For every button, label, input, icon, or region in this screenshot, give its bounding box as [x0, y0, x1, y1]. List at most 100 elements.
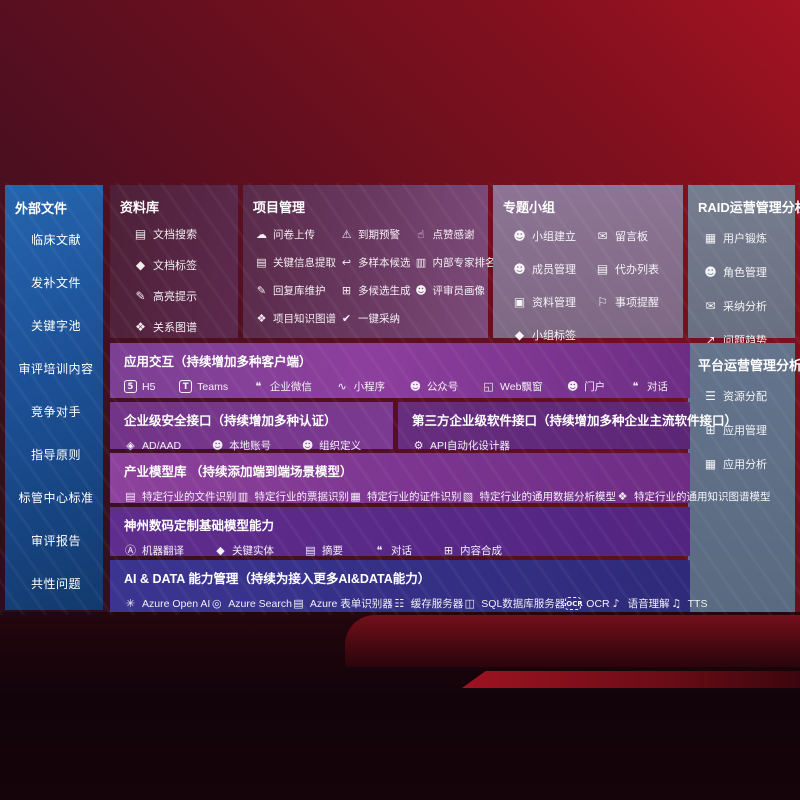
feature-item: ☰ 资源分配 — [705, 388, 767, 403]
app-manage-icon: ⊞ — [705, 422, 716, 437]
feature-item: ♪ 语音理解 — [610, 596, 670, 611]
expert-ranking-icon: ▥ — [415, 256, 427, 269]
feature-item: ☻ 评审员画像 — [415, 284, 485, 297]
project-title: 项目管理 — [253, 200, 306, 215]
feature-item: ◆ 关键实体 — [214, 543, 274, 558]
raid-title: RAID运营管理分析 — [698, 200, 800, 215]
info-extract-icon: ▤ — [256, 256, 267, 269]
trend-chart-icon: ↗ — [705, 332, 716, 347]
platform-list: ☰ 资源分配 ⊞ 应用管理 ▦ 应用分析 — [698, 388, 787, 472]
feature-item: ❝ 对话 — [373, 543, 412, 558]
resource-allocate-icon: ☰ — [705, 388, 716, 403]
reply-maintain-icon: ✎ — [256, 284, 267, 297]
feature-item: ▤ 摘要 — [305, 544, 343, 557]
feature-item: ⊞ 内容合成 — [443, 544, 502, 557]
feature-item: ▤ 特定行业的文件识别 — [125, 490, 237, 503]
feature-item: ❖ 特定行业的通用知识图谱模型 — [617, 490, 771, 503]
feature-item: ✎ 高亮提示 — [135, 288, 197, 303]
thirdparty-title: 第三方企业级软件接口（持续增加多种企业主流软件接口） — [412, 414, 738, 428]
feature-item: OCR OCR — [565, 597, 610, 610]
external-files-title: 外部文件 — [15, 201, 68, 216]
sidebar-item: 审评报告 — [30, 534, 81, 548]
bell-icon: ⚐ — [597, 294, 608, 309]
org-define-icon: ☻ — [301, 439, 314, 452]
local-account-icon: ☻ — [211, 439, 224, 452]
feature-item: ☻ 成员管理 — [513, 261, 576, 276]
feature-item: ✎ 回复库维护 — [256, 284, 326, 297]
platform-title: 平台运营管理分析 — [698, 358, 800, 373]
feature-item: ↩ 多样本候选 — [341, 256, 411, 269]
feature-item: ☻ 门户 — [566, 380, 606, 393]
interaction-title: 应用交互（持续增加多种客户端） — [124, 355, 312, 369]
one-click-adopt-icon: ✔ — [341, 312, 352, 325]
feature-item: ◆ 小组标签 — [514, 327, 576, 342]
feature-item: ☻ 组织定义 — [301, 439, 362, 452]
todo-list-icon: ▤ — [596, 261, 609, 276]
feature-item: ✔ 一键采纳 — [341, 312, 400, 325]
feature-item: ◱ Web飘窗 — [483, 380, 543, 393]
ticket-recognize-icon: ▥ — [237, 490, 249, 503]
feature-item: ⚠ 到期预警 — [341, 228, 400, 241]
feature-item: ♫ TTS — [671, 597, 708, 610]
feature-item: ▦ 特定行业的证件识别 — [350, 490, 462, 503]
sidebar-item: 共性问题 — [30, 577, 81, 591]
feature-item: ▧ 特定行业的通用数据分析模型 — [462, 490, 616, 503]
tag-icon: ◆ — [135, 257, 146, 272]
background-red-slab — [345, 615, 800, 667]
feature-item: ◎ Azure Search — [211, 597, 292, 610]
feature-item: ✳ Azure Open AI — [125, 597, 211, 610]
models-list: ▤ 特定行业的文件识别 ▥ 特定行业的票据识别 ▦ 特定行业的证件识别 ▧ 特定行业的通用数据… — [124, 489, 770, 504]
groups-list: ☻ 小组建立 ✉ 留言板 ☻ 成员管理 ▤ 代办列表 ▣ 资料管理 ⚐ 事项提醒 ◆ 小组标签 — [513, 228, 675, 343]
security-title: 企业级安全接口（持续增加多种认证） — [124, 414, 337, 428]
feature-item: T Teams — [179, 380, 228, 393]
feature-item: ☷ 缓存服务器 — [394, 597, 464, 610]
external-files-panel: 外部文件 临床文献 发补文件 关键字池 审评培训内容 竞争对手 指导原则 标管中心标准 审评报… — [5, 185, 103, 610]
feature-item: ✉ 采纳分析 — [705, 298, 767, 313]
group-tag-icon: ◆ — [514, 327, 525, 342]
web-window-icon: ◱ — [483, 380, 494, 393]
feature-item: ☻ 本地账号 — [211, 439, 272, 452]
background-red-bar — [462, 671, 800, 688]
miniprogram-icon: ∿ — [337, 380, 347, 393]
feature-item: ☝ 点赞感谢 — [415, 227, 496, 242]
form-recognizer-icon: ▤ — [293, 597, 304, 610]
feature-item: ▤ 代办列表 — [596, 261, 659, 276]
sidebar-item: 临床文献 — [30, 233, 81, 247]
feature-item: ✉ 留言板 — [597, 228, 648, 243]
feature-item: 5 H5 — [124, 380, 155, 393]
feature-item: ❖ 项目知识图谱 — [256, 312, 336, 325]
feature-item: ▥ 内部专家排名 — [415, 256, 496, 269]
library-title: 资料库 — [120, 200, 160, 215]
speech-understand-icon: ♪ — [612, 597, 620, 610]
api-gear-icon: ⚙ — [413, 439, 424, 452]
adopt-analysis-icon: ✉ — [705, 298, 716, 313]
dialog-icon: ❝ — [376, 544, 383, 557]
external-files-list: 临床文献 发补文件 关键字池 审评培训内容 竞争对手 指导原则 标管中心标准 审评报告 共性问题 — [15, 231, 97, 592]
doc-search-icon: ▤ — [134, 226, 147, 241]
feature-item: ∿ 小程序 — [337, 380, 386, 393]
id-recognize-icon: ▦ — [350, 490, 361, 503]
sql-server-icon: ◫ — [464, 597, 475, 610]
basemodels-list: Ⓐ 机器翻译 ◆ 关键实体 ▤ 摘要 ❝ 对话 ⊞ 内容合成 — [124, 543, 678, 558]
alarm-icon: ⚠ — [341, 228, 352, 241]
aidata-list: ✳ Azure Open AI ◎ Azure Search ▤ Azure 表单识别器 ☷… — [124, 596, 707, 611]
feature-item: ☻ 角色管理 — [704, 264, 767, 279]
project-management-panel: 项目管理 ☁ 问卷上传 ⚠ 到期预警 ☝ 点赞感谢 ▤ 关键信息提取 ↩ 多样本候选 ▥ 内部专家排名… — [243, 185, 496, 338]
multi-sample-icon: ↩ — [341, 256, 352, 269]
feature-item: ⚙ API自动化设计器 — [413, 439, 510, 452]
message-board-icon: ✉ — [597, 228, 608, 243]
role-manage-icon: ☻ — [704, 264, 717, 279]
cache-server-icon: ☷ — [394, 597, 405, 610]
official-account-icon: ☻ — [409, 380, 422, 393]
sidebar-item: 关键字池 — [30, 319, 81, 333]
thirdparty-list: ⚙ API自动化设计器 — [412, 438, 678, 453]
ocr-icon: OCR — [565, 597, 583, 610]
user-card-icon: ▦ — [704, 230, 717, 245]
library-panel: 资料库 ▤文档搜索◆文档标签✎高亮提示❖关系图谱▣文档分类 — [110, 185, 238, 365]
highlight-pen-icon: ✎ — [135, 288, 146, 303]
models-title: 产业模型库 （持续添加端到端场景模型） — [124, 465, 353, 479]
ai-data-band: AI & DATA 能力管理（持续为接入更多AI&DATA能力） ✳ Azure … — [110, 560, 707, 612]
multi-generate-icon: ⊞ — [341, 284, 352, 297]
thumbs-up-icon: ☝ — [417, 228, 425, 241]
summary-icon: ▤ — [305, 544, 316, 557]
